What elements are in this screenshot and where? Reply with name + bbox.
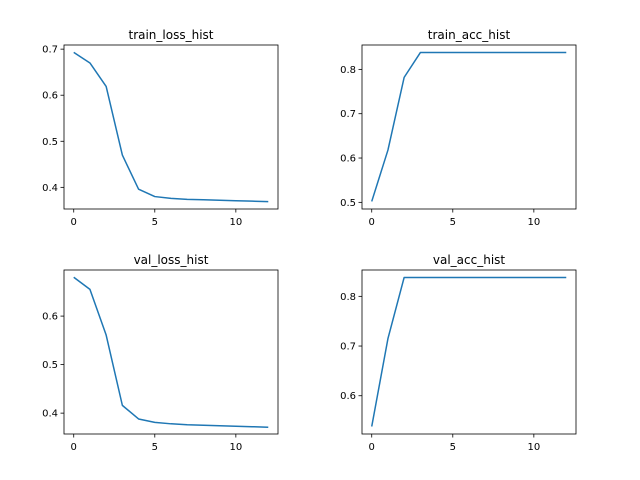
y-tick-label: 0.7 bbox=[340, 109, 356, 120]
y-tick-label: 0.6 bbox=[340, 391, 356, 402]
series-line bbox=[370, 276, 567, 427]
axes-frame bbox=[63, 44, 279, 210]
y-tick-label: 0.7 bbox=[42, 45, 58, 56]
y-tick-label: 0.5 bbox=[42, 360, 58, 371]
y-tick-label: 0.6 bbox=[42, 312, 58, 323]
y-tick-label: 0.6 bbox=[340, 154, 356, 165]
y-tick-label: 0.4 bbox=[42, 409, 58, 420]
y-tick-label: 0.5 bbox=[340, 198, 356, 209]
x-tick-label: 0 bbox=[369, 442, 375, 453]
x-tick-label: 10 bbox=[527, 442, 540, 453]
subplot-title: val_acc_hist bbox=[433, 253, 506, 267]
axes-frame bbox=[63, 269, 279, 435]
y-tick-label: 0.8 bbox=[340, 292, 356, 303]
subplot-val-loss-hist: val_loss_hist 0 5 10 0.4 0.5 0.6 bbox=[42, 253, 279, 453]
subplot-train-acc-hist: train_acc_hist 0 5 10 0.5 0.6 0.7 0.8 bbox=[340, 28, 577, 228]
y-tick-label: 0.6 bbox=[42, 91, 58, 102]
axes-frame bbox=[361, 269, 577, 435]
y-tick-label: 0.5 bbox=[42, 137, 58, 148]
x-tick-label: 10 bbox=[229, 217, 242, 228]
subplot-train-loss-hist: train_loss_hist 0 5 10 0.4 0.5 0.6 0.7 bbox=[42, 28, 279, 228]
subplot-title: train_loss_hist bbox=[128, 28, 213, 42]
series-line bbox=[73, 51, 269, 203]
subplot-val-acc-hist: val_acc_hist 0 5 10 0.6 0.7 0.8 bbox=[340, 253, 577, 453]
x-tick-label: 5 bbox=[450, 217, 456, 228]
x-tick-label: 10 bbox=[229, 442, 242, 453]
x-tick-label: 0 bbox=[71, 217, 77, 228]
axes-frame bbox=[361, 44, 577, 210]
x-tick-label: 5 bbox=[152, 442, 158, 453]
y-tick-label: 0.8 bbox=[340, 65, 356, 76]
y-tick-label: 0.7 bbox=[340, 342, 356, 353]
subplot-title: train_acc_hist bbox=[428, 28, 511, 42]
series-line bbox=[73, 276, 269, 428]
x-tick-label: 10 bbox=[527, 217, 540, 228]
series-line bbox=[371, 51, 567, 202]
x-tick-label: 5 bbox=[450, 442, 456, 453]
x-tick-label: 5 bbox=[152, 217, 158, 228]
x-tick-label: 0 bbox=[369, 217, 375, 228]
subplot-title: val_loss_hist bbox=[134, 253, 209, 267]
y-tick-label: 0.4 bbox=[42, 183, 58, 194]
x-tick-label: 0 bbox=[71, 442, 77, 453]
